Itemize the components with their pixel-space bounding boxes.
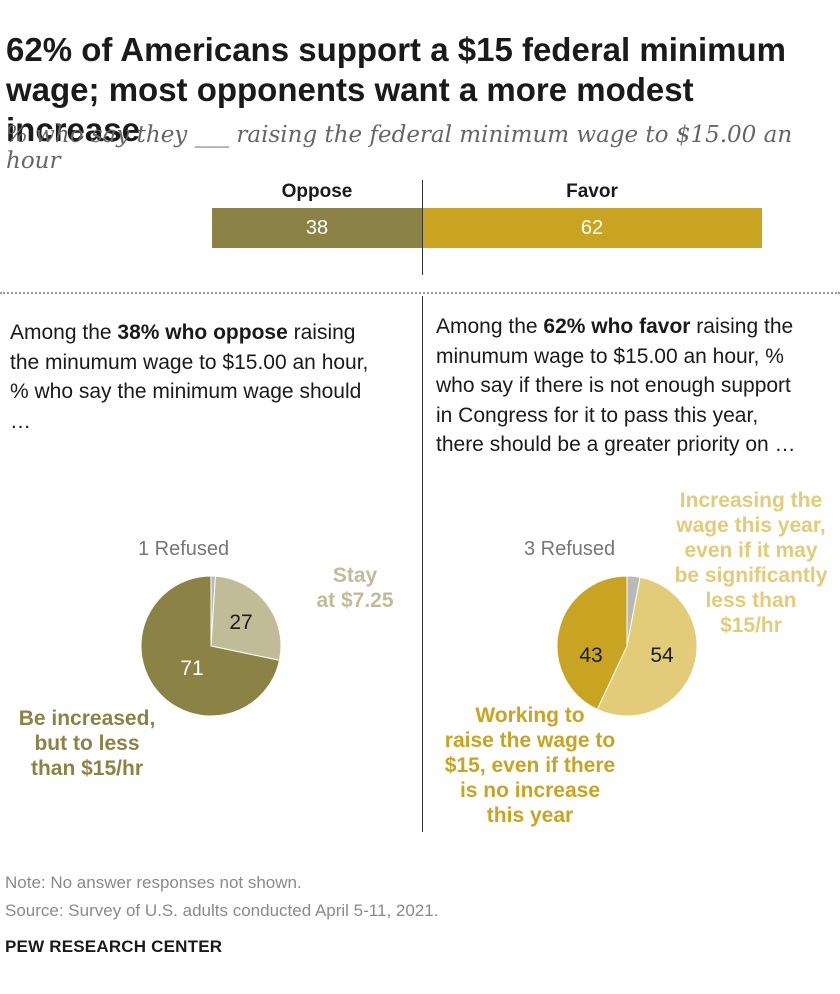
increasing-label-line: even if it may	[684, 539, 818, 562]
pie-slice-increasing	[596, 576, 698, 717]
oppose-bar: 38	[212, 208, 422, 248]
stay-label-line: Stay	[332, 564, 378, 587]
increase-label-line: but to less	[34, 732, 140, 755]
favor-intro-bold: 62% who favor	[543, 315, 691, 338]
chart-subtitle: % who say they ___ raising the federal m…	[6, 122, 793, 174]
working-label-line: raise the wage to	[444, 729, 616, 752]
stay-label-line: at $7.25	[316, 589, 394, 612]
pie-value-increase: 71	[180, 657, 203, 680]
working-label-line: is no increase	[459, 779, 601, 802]
favor-intro-prefix: Among the	[436, 315, 544, 338]
favor-pie: 54 43	[556, 575, 698, 717]
oppose-intro-suffix: raising the minumum wage to $15.00 an ho…	[10, 321, 369, 433]
panel-divider	[422, 296, 423, 832]
oppose-intro-prefix: Among the	[10, 321, 118, 344]
increasing-label: Increasing the wage this year, even if i…	[663, 488, 839, 638]
bar-center-divider	[422, 180, 423, 275]
pie-slice-increase	[140, 575, 281, 717]
pie-value-increasing: 54	[650, 644, 674, 667]
oppose-refused-label: 1 Refused	[138, 538, 230, 560]
increasing-label-line: Increasing the	[679, 489, 823, 512]
working-label: Working to raise the wage to $15, even i…	[425, 703, 635, 828]
oppose-intro: Among the 38% who oppose raising the min…	[10, 318, 382, 436]
increasing-label-line: less than	[705, 589, 797, 612]
brand-logo-text: PEW RESEARCH CENTER	[5, 937, 223, 956]
increasing-label-line: $15/hr	[720, 614, 782, 637]
title-line-1: 62% of Americans support a $15 federal m…	[6, 31, 787, 68]
oppose-header: Oppose	[281, 181, 353, 202]
stay-label: Stay at $7.25	[305, 563, 405, 613]
title-line-2: wage; most opponents want a more modest …	[6, 71, 694, 148]
oppose-intro-bold: 38% who oppose	[117, 321, 288, 344]
pie-slice-stay	[210, 575, 282, 661]
pie-value-stay: 27	[229, 611, 252, 634]
pie-value-working: 43	[579, 644, 602, 667]
chart-note: Note: No answer responses not shown.	[5, 873, 302, 892]
increase-label: Be increased, but to less than $15/hr	[2, 706, 172, 781]
pie-slice-working	[556, 575, 628, 711]
chart-title: 62% of Americans support a $15 federal m…	[6, 30, 836, 150]
working-label-line: $15, even if there	[444, 754, 616, 777]
favor-intro: Among the 62% who favor raising the minu…	[436, 312, 808, 460]
increase-label-line: than $15/hr	[30, 757, 144, 780]
working-label-line: Working to	[475, 704, 585, 727]
oppose-pie: 27 71	[140, 575, 282, 717]
increasing-label-line: be significantly	[674, 564, 828, 587]
working-label-line: this year	[486, 804, 574, 827]
increasing-label-line: wage this year,	[676, 514, 826, 537]
favor-refused-label: 3 Refused	[524, 538, 616, 560]
chart-source: Source: Survey of U.S. adults conducted …	[5, 901, 439, 920]
increase-label-line: Be increased,	[18, 707, 156, 730]
favor-bar: 62	[422, 208, 762, 248]
favor-header: Favor	[566, 181, 618, 202]
favor-intro-suffix: raising the minumum wage to $15.00 an ho…	[436, 315, 796, 456]
dotted-separator	[0, 292, 840, 294]
